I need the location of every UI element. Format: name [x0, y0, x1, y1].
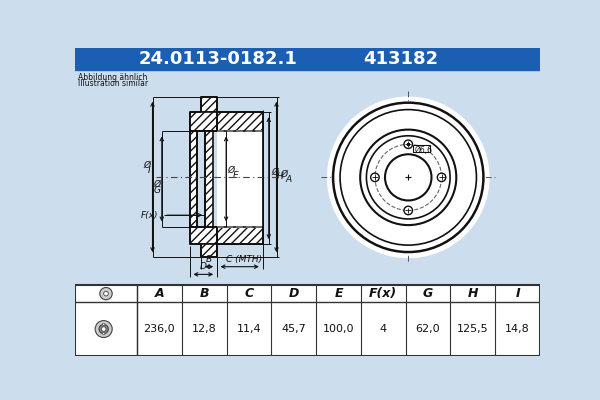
Bar [217, 112, 263, 131]
Bar [190, 131, 197, 227]
Circle shape [360, 130, 457, 225]
Text: Abbildung ähnlich: Abbildung ähnlich [78, 73, 148, 82]
Text: 125,5: 125,5 [457, 324, 488, 334]
Text: C: C [244, 287, 254, 300]
Bar [190, 112, 217, 131]
Text: 236,0: 236,0 [143, 324, 175, 334]
Text: A: A [155, 287, 164, 300]
Bar [205, 131, 213, 227]
Circle shape [385, 154, 431, 200]
Text: 24.0113-0182.1: 24.0113-0182.1 [139, 50, 298, 68]
Text: G: G [423, 287, 433, 300]
Text: H: H [277, 172, 283, 182]
Text: 14,8: 14,8 [505, 324, 530, 334]
Bar [75, 285, 540, 356]
Bar [202, 96, 217, 112]
Text: Ø: Ø [271, 168, 278, 177]
Circle shape [327, 96, 490, 258]
Text: Ø: Ø [153, 180, 160, 189]
Bar [217, 131, 263, 227]
Text: Ø6,6: Ø6,6 [415, 146, 433, 155]
Text: C (MTH): C (MTH) [226, 254, 262, 264]
Text: E: E [233, 171, 239, 180]
Bar [413, 145, 430, 152]
Text: Ø: Ø [227, 166, 235, 175]
Circle shape [367, 136, 450, 219]
Circle shape [95, 320, 112, 338]
Text: 4: 4 [380, 324, 387, 334]
Bar [152, 90, 358, 264]
Text: 45,7: 45,7 [281, 324, 306, 334]
Bar [197, 131, 205, 227]
Text: D: D [289, 287, 299, 300]
Text: 100,0: 100,0 [323, 324, 354, 334]
Circle shape [103, 332, 105, 335]
Text: A: A [286, 175, 292, 184]
Text: G: G [153, 186, 160, 194]
Circle shape [404, 206, 413, 215]
Text: D: D [200, 262, 206, 271]
Text: F(x): F(x) [369, 287, 397, 300]
Bar [217, 227, 263, 244]
Text: 12,8: 12,8 [192, 324, 217, 334]
Circle shape [333, 103, 484, 252]
Text: F(x): F(x) [141, 210, 158, 220]
Circle shape [104, 291, 109, 296]
Circle shape [103, 323, 105, 326]
Circle shape [99, 324, 109, 334]
Circle shape [371, 173, 379, 182]
Text: B: B [199, 287, 209, 300]
Circle shape [101, 327, 106, 331]
Bar [407, 143, 410, 146]
Text: B: B [206, 254, 212, 264]
Text: Illustration similar: Illustration similar [78, 79, 148, 88]
Circle shape [100, 288, 112, 300]
Circle shape [340, 110, 476, 245]
Bar [202, 244, 217, 258]
Text: I: I [148, 166, 150, 175]
Text: E: E [334, 287, 343, 300]
Bar [75, 48, 540, 70]
Circle shape [437, 173, 446, 182]
Text: 413182: 413182 [363, 50, 438, 68]
Text: I: I [515, 287, 520, 300]
Bar [75, 70, 540, 285]
Circle shape [404, 140, 413, 148]
Text: 62,0: 62,0 [416, 324, 440, 334]
Text: H: H [467, 287, 478, 300]
Text: Ø: Ø [143, 161, 150, 170]
Bar [190, 227, 217, 244]
Text: 11,4: 11,4 [236, 324, 261, 334]
Text: Ø: Ø [280, 169, 287, 178]
